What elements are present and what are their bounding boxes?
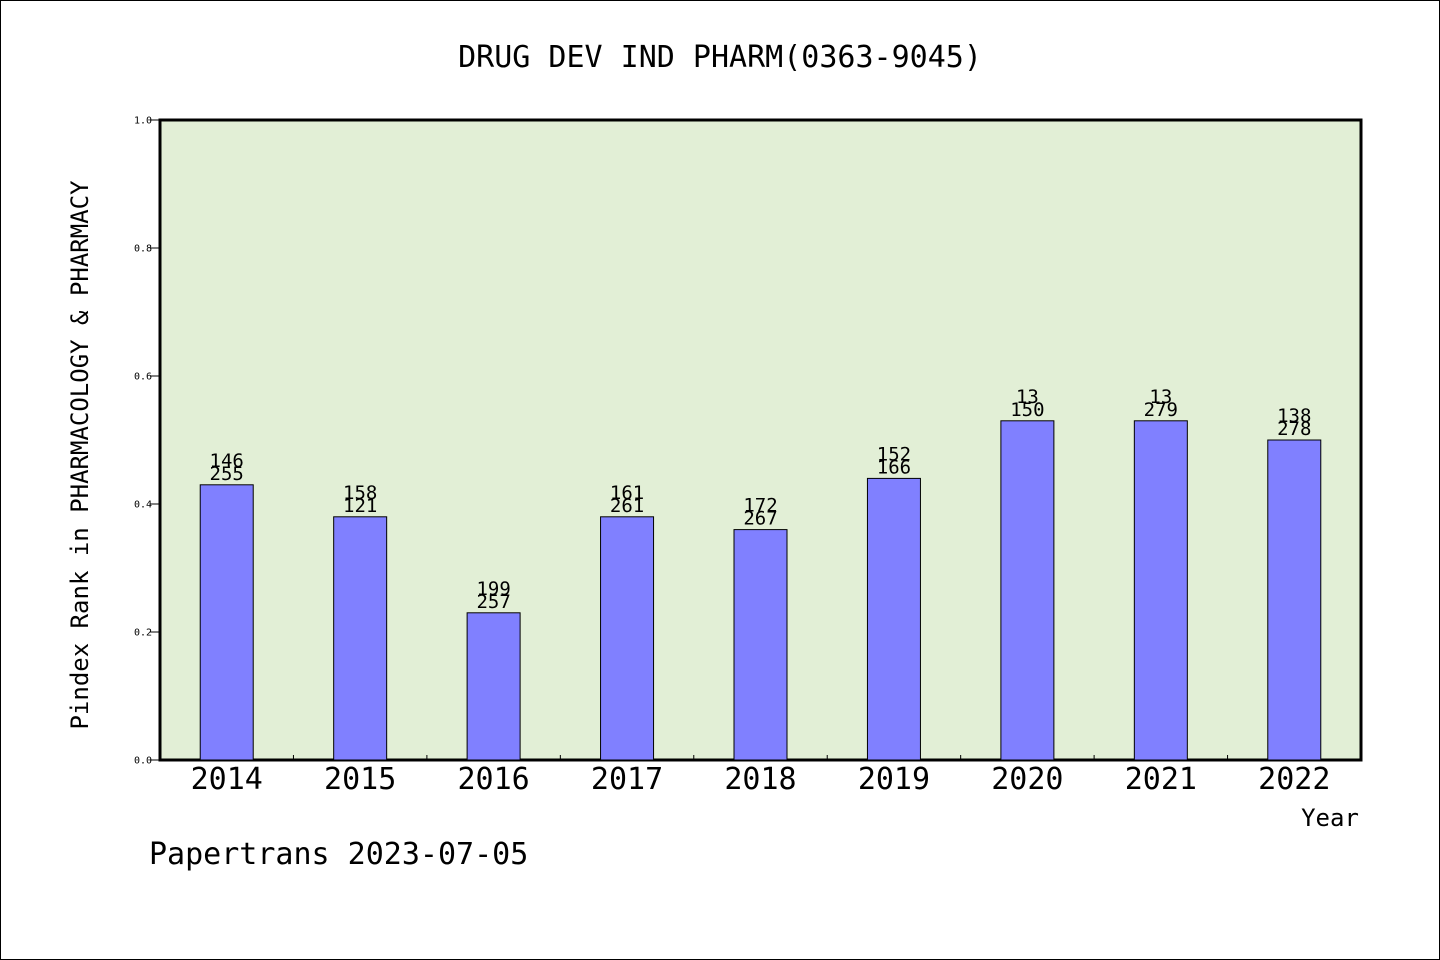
x-tick-label-2015: 2015 — [324, 762, 396, 797]
bar-label-bottom-2022: 278 — [1277, 418, 1311, 440]
x-tick-label-2022: 2022 — [1258, 762, 1330, 797]
bar-label-bottom-2015: 121 — [343, 495, 377, 517]
bar-label-top-2021: 13 — [1149, 386, 1172, 408]
x-tick-label-2020: 2020 — [991, 762, 1063, 797]
y-tick-label: 0.2 — [134, 628, 152, 639]
bar-2014 — [199, 484, 254, 761]
bar-label-bottom-2021: 279 — [1144, 399, 1178, 421]
bar-label-top-2017: 161 — [610, 482, 644, 504]
bar-label-top-2019: 152 — [877, 443, 911, 465]
bar-2017 — [600, 516, 655, 761]
footer-source-date: Papertrans 2023-07-05 — [149, 837, 528, 872]
y-tick-label: 0.4 — [134, 500, 152, 511]
bar-2016 — [466, 612, 521, 761]
bar-2019 — [866, 477, 921, 761]
x-tick-label-2021: 2021 — [1125, 762, 1197, 797]
bar-2018 — [733, 529, 788, 761]
y-tick-label: 1.0 — [134, 116, 152, 127]
chart-title: DRUG DEV IND PHARM(0363-9045) — [458, 40, 982, 75]
bar-label-bottom-2020: 150 — [1010, 399, 1044, 421]
bar-label-top-2016: 199 — [476, 578, 510, 600]
x-axis-label: Year — [1301, 804, 1359, 832]
x-axis: 2014 2015 2016 2017 2018 2019 2020 2021 2022 — [191, 755, 1330, 797]
bar-2020 — [1000, 420, 1055, 761]
bar-label-top-2014: 146 — [210, 450, 244, 472]
x-tick-label-2017: 2017 — [591, 762, 663, 797]
bar-label-bottom-2016: 257 — [476, 591, 510, 613]
bar-label-top-2018: 172 — [743, 495, 777, 517]
bar-label-bottom-2014: 255 — [210, 463, 244, 485]
bar-label-top-2022: 138 — [1277, 405, 1311, 427]
x-tick-label-2019: 2019 — [858, 762, 930, 797]
y-tick-label: 0.0 — [134, 756, 152, 767]
x-tick-label-2018: 2018 — [724, 762, 796, 797]
y-tick-label: 0.6 — [134, 372, 152, 383]
x-tick-label-2014: 2014 — [191, 762, 263, 797]
y-tick-label: 0.8 — [134, 244, 152, 255]
bar-label-bottom-2019: 166 — [877, 456, 911, 478]
bar-label-top-2015: 158 — [343, 482, 377, 504]
bar-label-bottom-2017: 261 — [610, 495, 644, 517]
bar-2021 — [1133, 420, 1188, 761]
y-axis-label: Pindex Rank in PHARMACOLOGY & PHARMACY — [66, 180, 94, 730]
y-axis: 0.0 0.2 0.4 0.6 0.8 1.0 — [134, 116, 160, 767]
bar-label-bottom-2018: 267 — [743, 508, 777, 530]
bar-2015 — [333, 516, 388, 761]
bar-2022 — [1267, 439, 1322, 761]
x-tick-label-2016: 2016 — [457, 762, 529, 797]
bar-label-top-2020: 13 — [1016, 386, 1039, 408]
